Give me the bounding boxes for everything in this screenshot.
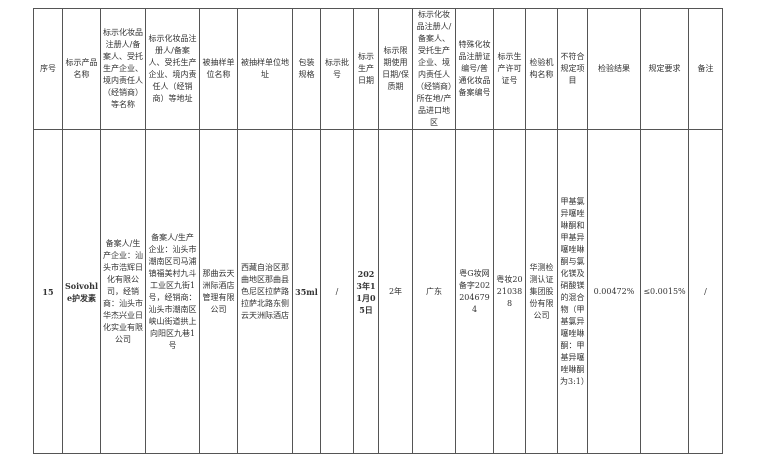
cell-requirement: ≤0.0015% — [640, 129, 689, 454]
cell-shelf-life: 2年 — [378, 129, 413, 454]
header-cell: 序号 — [33, 8, 63, 130]
header-cell: 标示化妆品注册人/备案人、受托生产企业、境内责任人（经销商）等地址 — [145, 8, 200, 130]
cell-failed-item: 甲基氯异噻唑啉酮和甲基异噻唑啉酮与氯化镁及硝酸镁的混合物（甲基氯异噻唑啉酮：甲基… — [557, 129, 589, 454]
cell-lab: 华测检测认证集团股份有限公司 — [525, 129, 558, 454]
header-cell: 检验结果 — [587, 8, 641, 130]
cell-batch: / — [320, 129, 354, 454]
cell-result: 0.00472% — [587, 129, 641, 454]
cell-license-no: 粤妆20210388 — [493, 129, 526, 454]
cell-remark: / — [688, 129, 723, 454]
cell-production-date: 2023年11月05日 — [353, 129, 379, 454]
header-cell: 特殊化妆品注册证编号/普通化妆品备案编号 — [455, 8, 494, 130]
header-cell: 备注 — [688, 8, 723, 130]
header-cell: 标示生产日期 — [353, 8, 379, 130]
header-cell: 规定要求 — [640, 8, 689, 130]
header-cell: 标示批号 — [320, 8, 354, 130]
header-cell: 被抽样单位名称 — [199, 8, 238, 130]
cell-registrant-address: 备案人/生产企业：汕头市潮南区司马浦镇福美村九斗工业区九街1号，经销商：汕头市潮… — [145, 129, 200, 454]
header-cell: 不符合规定项目 — [557, 8, 588, 130]
header-cell: 标示化妆品注册人/备案人、受托生产企业、境内责任人（经销商）所在地/产品进口地区 — [412, 8, 456, 130]
cell-sampled-address: 西藏自治区那曲地区那曲县色尼区拉萨路拉萨北路东侧云天洲际酒店 — [237, 129, 293, 454]
header-cell: 标示限期使用日期/保质期 — [378, 8, 413, 130]
header-cell: 标示产品名称 — [62, 8, 101, 130]
cell-package: 35ml — [292, 129, 321, 454]
header-cell: 包装规格 — [292, 8, 321, 130]
cell-product-name: Soivohle护发素 — [62, 129, 101, 454]
table-row: 15 Soivohle护发素 备案人/生产企业：汕头市浩辉日化有限公司，经销商：… — [33, 129, 723, 454]
header-cell: 标示生产许可证号 — [493, 8, 526, 130]
cell-registration-no: 粤G妆网备字2022046794 — [455, 129, 494, 454]
header-cell: 检验机构名称 — [525, 8, 558, 130]
cell-region: 广东 — [412, 129, 456, 454]
header-cell: 被抽样单位地址 — [237, 8, 293, 130]
cell-registrant-name: 备案人/生产企业：汕头市浩辉日化有限公司，经销商：汕头市华杰兴业日化实业有限公司 — [100, 129, 146, 454]
header-row: 序号 标示产品名称 标示化妆品注册人/备案人、受托生产企业、境内责任人（经销商）… — [33, 8, 723, 130]
cell-sampled-unit: 那曲云天洲际酒店管理有限公司 — [199, 129, 238, 454]
inspection-table: 序号 标示产品名称 标示化妆品注册人/备案人、受托生产企业、境内责任人（经销商）… — [33, 8, 723, 454]
header-cell: 标示化妆品注册人/备案人、受托生产企业、境内责任人（经销商）等名称 — [100, 8, 146, 130]
cell-serial: 15 — [33, 129, 63, 454]
